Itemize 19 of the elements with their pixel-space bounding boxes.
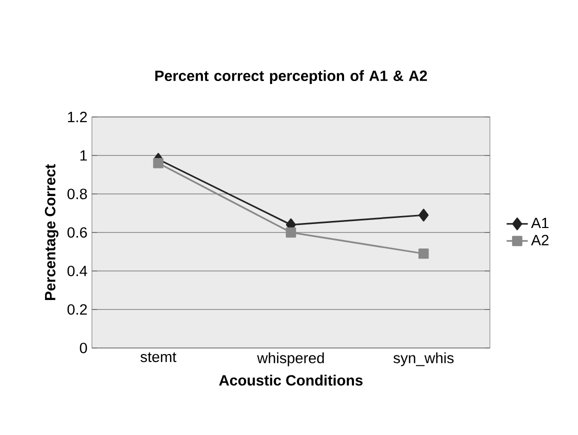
legend-label: A1 — [531, 218, 548, 228]
point — [286, 227, 296, 238]
x-tick-label: syn_whis — [393, 352, 454, 366]
point — [418, 208, 429, 222]
y-tick-label: 0.4 — [67, 266, 88, 276]
x-axis-title: Acoustic Conditions — [219, 374, 363, 386]
y-tick-label: 0 — [80, 342, 87, 354]
x-tick-label: whispered — [257, 352, 324, 366]
y-tick-label: 1 — [80, 150, 87, 161]
point — [418, 248, 429, 259]
point — [153, 158, 164, 168]
chart-title: Percent correct perception of A1 & A2 — [155, 70, 427, 84]
y-axis-title: Percentage Correct — [44, 164, 58, 300]
y-tick-label: 0.6 — [67, 227, 87, 238]
y-tick-label: 1.2 — [68, 112, 87, 122]
y-tick-label: 0.2 — [67, 304, 87, 315]
y-tick-label: 0.8 — [67, 188, 87, 200]
legend-label: A2 — [531, 234, 548, 246]
x-tick-label: stemt — [140, 352, 176, 362]
